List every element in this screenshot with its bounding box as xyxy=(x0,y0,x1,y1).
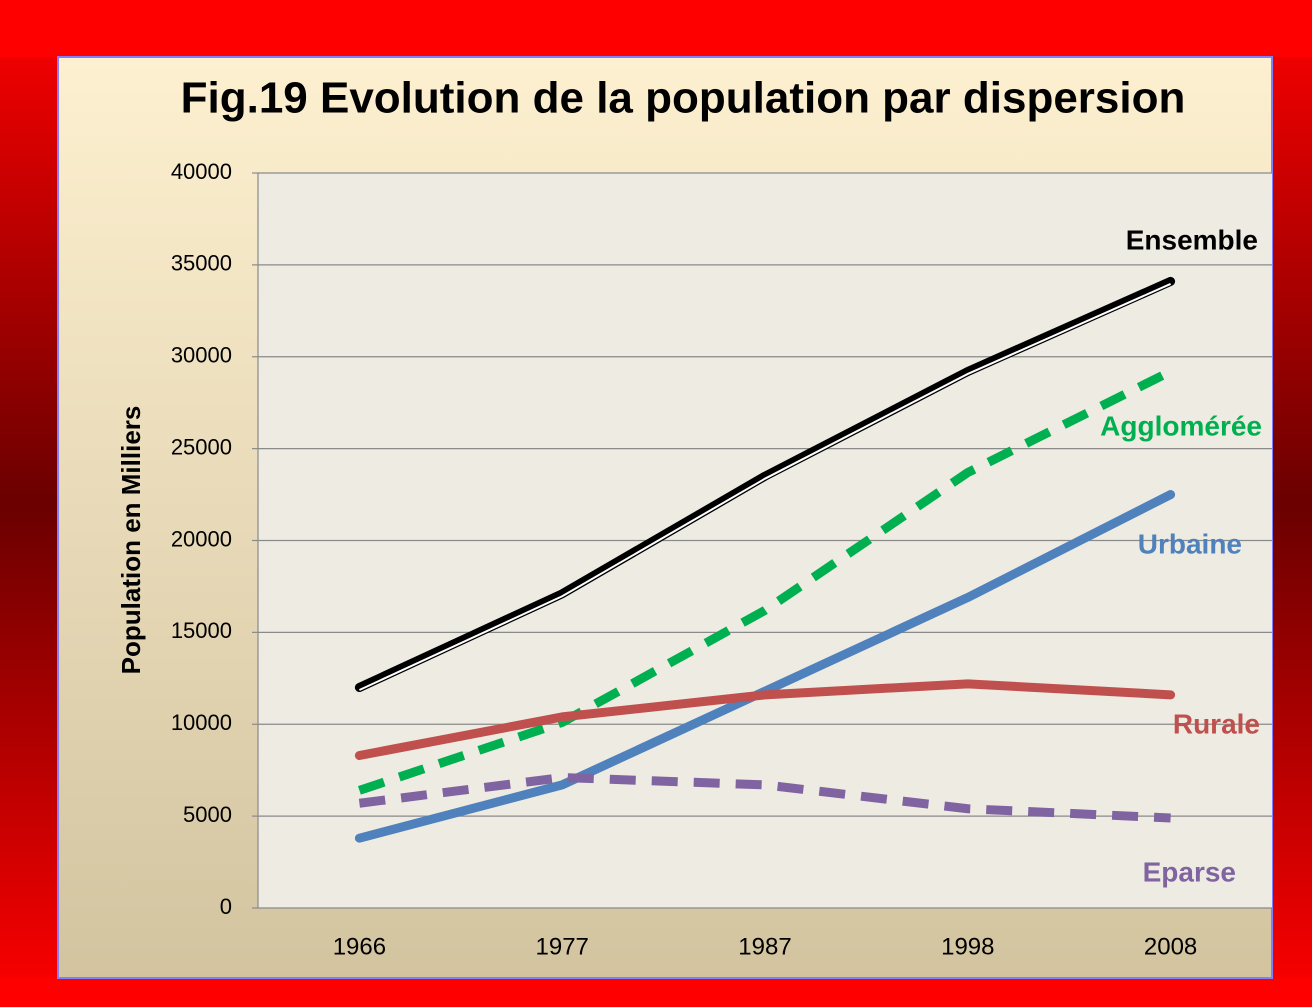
frame-top xyxy=(0,0,1312,57)
y-tick-label: 20000 xyxy=(171,526,232,551)
x-tick-label: 1987 xyxy=(738,933,791,960)
y-tick-label: 10000 xyxy=(171,710,232,735)
y-tick-label: 35000 xyxy=(171,251,232,276)
frame-bottom xyxy=(0,978,1312,1007)
y-tick-label: 15000 xyxy=(171,618,232,643)
x-tick-label: 1977 xyxy=(536,933,589,960)
series-line xyxy=(358,773,1171,823)
y-tick-label: 25000 xyxy=(171,434,232,459)
x-tick-label: 1966 xyxy=(333,933,386,960)
series-line xyxy=(354,276,1176,692)
series-line xyxy=(357,367,1173,795)
series-label: Eparse xyxy=(1143,856,1236,887)
x-tick-label: 1998 xyxy=(941,933,994,960)
series-line xyxy=(354,679,1176,760)
series-label: Agglomérée xyxy=(1100,410,1262,441)
x-tick-label: 2008 xyxy=(1144,933,1197,960)
series-line-highlight xyxy=(358,282,1172,691)
y-axis-label: Population en Milliers xyxy=(116,406,146,675)
series-label: Rurale xyxy=(1173,708,1260,739)
y-tick-label: 30000 xyxy=(171,343,232,368)
y-tick-label: 40000 xyxy=(171,159,232,184)
chart-title: Fig.19 Evolution de la population par di… xyxy=(181,74,1186,123)
y-tick-label: 0 xyxy=(220,894,232,919)
y-tick-label: 5000 xyxy=(183,802,232,827)
series-label: Ensemble xyxy=(1126,224,1258,255)
series-label: Urbaine xyxy=(1138,528,1242,559)
